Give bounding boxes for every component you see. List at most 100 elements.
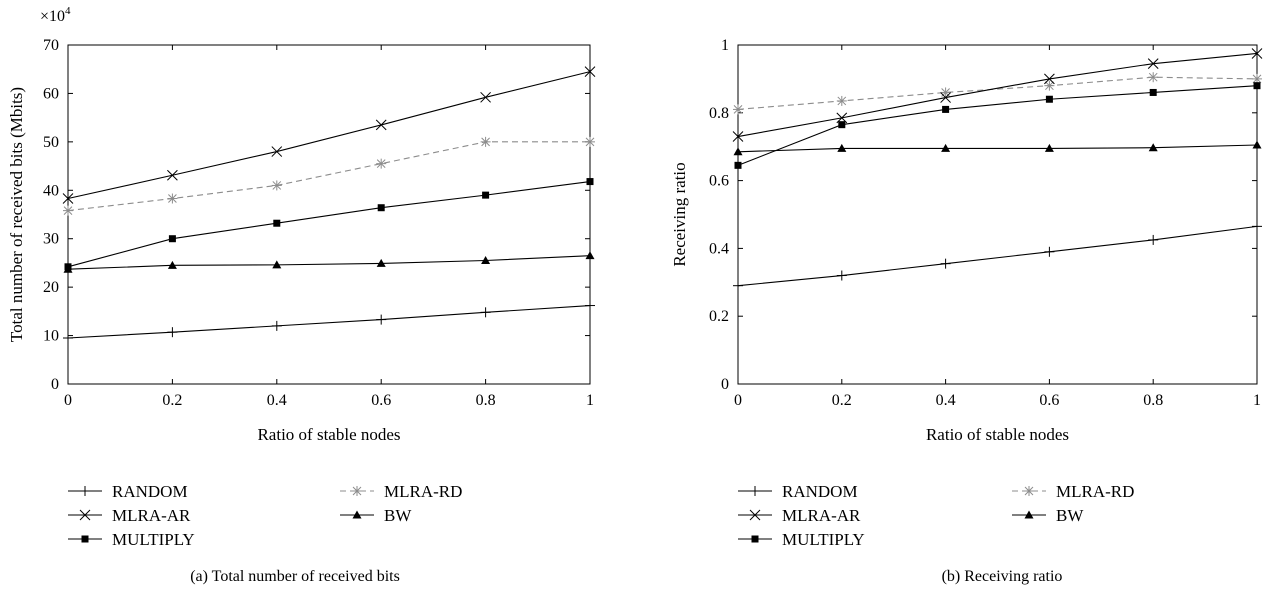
x-tick-label: 0.4 <box>936 392 956 409</box>
marker-shape <box>272 260 282 269</box>
marker-plus <box>167 327 178 338</box>
marker-stroke <box>62 193 74 204</box>
series-bw <box>63 251 595 273</box>
legend-item-random: RANDOM <box>738 482 858 501</box>
series-mlra-ar <box>62 66 596 204</box>
legend-item-mlra-ar: MLRA-AR <box>738 506 861 525</box>
marker-x <box>79 509 91 521</box>
marker-x <box>480 91 491 103</box>
marker-square <box>1149 88 1157 96</box>
marker-square <box>942 105 950 113</box>
marker-stroke <box>749 509 761 521</box>
series-line-mlra-ar <box>737 52 1258 138</box>
marker-x <box>271 146 283 157</box>
marker-stroke <box>585 137 595 147</box>
marker-shape <box>482 191 490 199</box>
series-bw <box>733 140 1262 156</box>
marker-x <box>375 119 387 131</box>
legend-label: MULTIPLY <box>782 530 865 549</box>
marker-asterisk <box>733 104 743 115</box>
marker-plus <box>1148 234 1159 245</box>
marker-asterisk <box>836 95 847 106</box>
marker-square <box>734 161 742 169</box>
marker-stroke <box>1252 74 1262 84</box>
series-line-random <box>67 304 591 339</box>
caption: (a) Total number of received bits <box>190 568 400 585</box>
legend-label: RANDOM <box>112 482 188 501</box>
marker-shape <box>1148 143 1158 152</box>
marker-square <box>168 235 176 243</box>
marker-stroke <box>271 146 283 157</box>
marker-asterisk <box>271 180 282 191</box>
marker-stroke <box>352 486 362 496</box>
y-tick-label: 50 <box>43 134 59 151</box>
series-line-bw <box>737 144 1258 153</box>
marker-shape <box>1044 143 1054 152</box>
marker-shape <box>942 105 950 113</box>
legend-label: MLRA-RD <box>384 482 462 501</box>
y-tick-label: 0.8 <box>709 105 729 122</box>
marker-triangle <box>1024 510 1034 519</box>
legend-item-mlra-rd: MLRA-RD <box>340 482 462 501</box>
marker-triangle <box>272 260 282 269</box>
series-random <box>733 221 1262 291</box>
series-multiply <box>64 178 594 271</box>
marker-shape <box>1045 95 1053 103</box>
marker-square <box>482 191 490 199</box>
marker-triangle <box>733 147 743 156</box>
marker-asterisk <box>1148 72 1159 83</box>
y-multiplier: ×104 <box>40 5 71 25</box>
y-tick-label: 0.6 <box>709 173 729 190</box>
marker-asterisk <box>480 136 491 147</box>
y-tick-label: 70 <box>43 37 59 54</box>
marker-stroke <box>1251 48 1263 59</box>
marker-shape <box>751 535 759 543</box>
marker-asterisk <box>585 136 595 147</box>
marker-shape <box>481 256 491 265</box>
marker-plus <box>480 307 491 318</box>
marker-shape <box>1149 88 1157 96</box>
marker-plus <box>940 258 951 269</box>
x-tick-label: 0.8 <box>476 392 496 409</box>
chart-b: 0 0.2 0.4 0.6 0.8 1 0 0.2 0.4 0.6 0.8 1 Ratio of sta… <box>670 37 1263 585</box>
series-mlra-ar <box>732 48 1263 142</box>
y-axis-title: Total number of received bits (Mbits) <box>7 87 26 342</box>
marker-asterisk <box>376 158 387 169</box>
series-line-mlra-ar <box>67 71 591 200</box>
legend-item-bw: BW <box>340 506 412 525</box>
marker-triangle <box>941 143 951 152</box>
x-axis-title: Ratio of stable nodes <box>926 425 1069 444</box>
x-tick-label: 0.8 <box>1143 392 1163 409</box>
x-tick-label: 0.4 <box>267 392 287 409</box>
marker-x <box>584 66 596 77</box>
marker-shape <box>941 143 951 152</box>
marker-stroke <box>168 194 177 203</box>
marker-shape <box>1253 82 1261 90</box>
series-line-multiply <box>67 181 591 268</box>
legend-label: MLRA-RD <box>1056 482 1134 501</box>
marker-shape <box>586 178 594 186</box>
marker-x <box>167 169 178 181</box>
y-tick-label: 0 <box>721 376 729 393</box>
marker-shape <box>838 121 846 129</box>
marker-square <box>273 219 281 227</box>
marker-stroke <box>1024 486 1034 496</box>
marker-stroke <box>63 206 73 215</box>
legend-item-mlra-ar: MLRA-AR <box>68 506 191 525</box>
marker-plus <box>1252 221 1262 232</box>
marker-stroke <box>940 92 951 103</box>
marker-square <box>64 263 72 271</box>
marker-stroke <box>1044 73 1055 85</box>
legend-item-bw: BW <box>1012 506 1084 525</box>
x-tick-label: 1 <box>1253 392 1261 409</box>
marker-plus <box>750 486 760 496</box>
marker-stroke <box>481 137 490 147</box>
marker-square <box>1045 95 1053 103</box>
marker-stroke <box>732 131 744 142</box>
marker-square <box>377 204 385 212</box>
marker-triangle <box>1044 143 1054 152</box>
marker-stroke <box>480 91 491 103</box>
marker-asterisk <box>1024 486 1034 496</box>
